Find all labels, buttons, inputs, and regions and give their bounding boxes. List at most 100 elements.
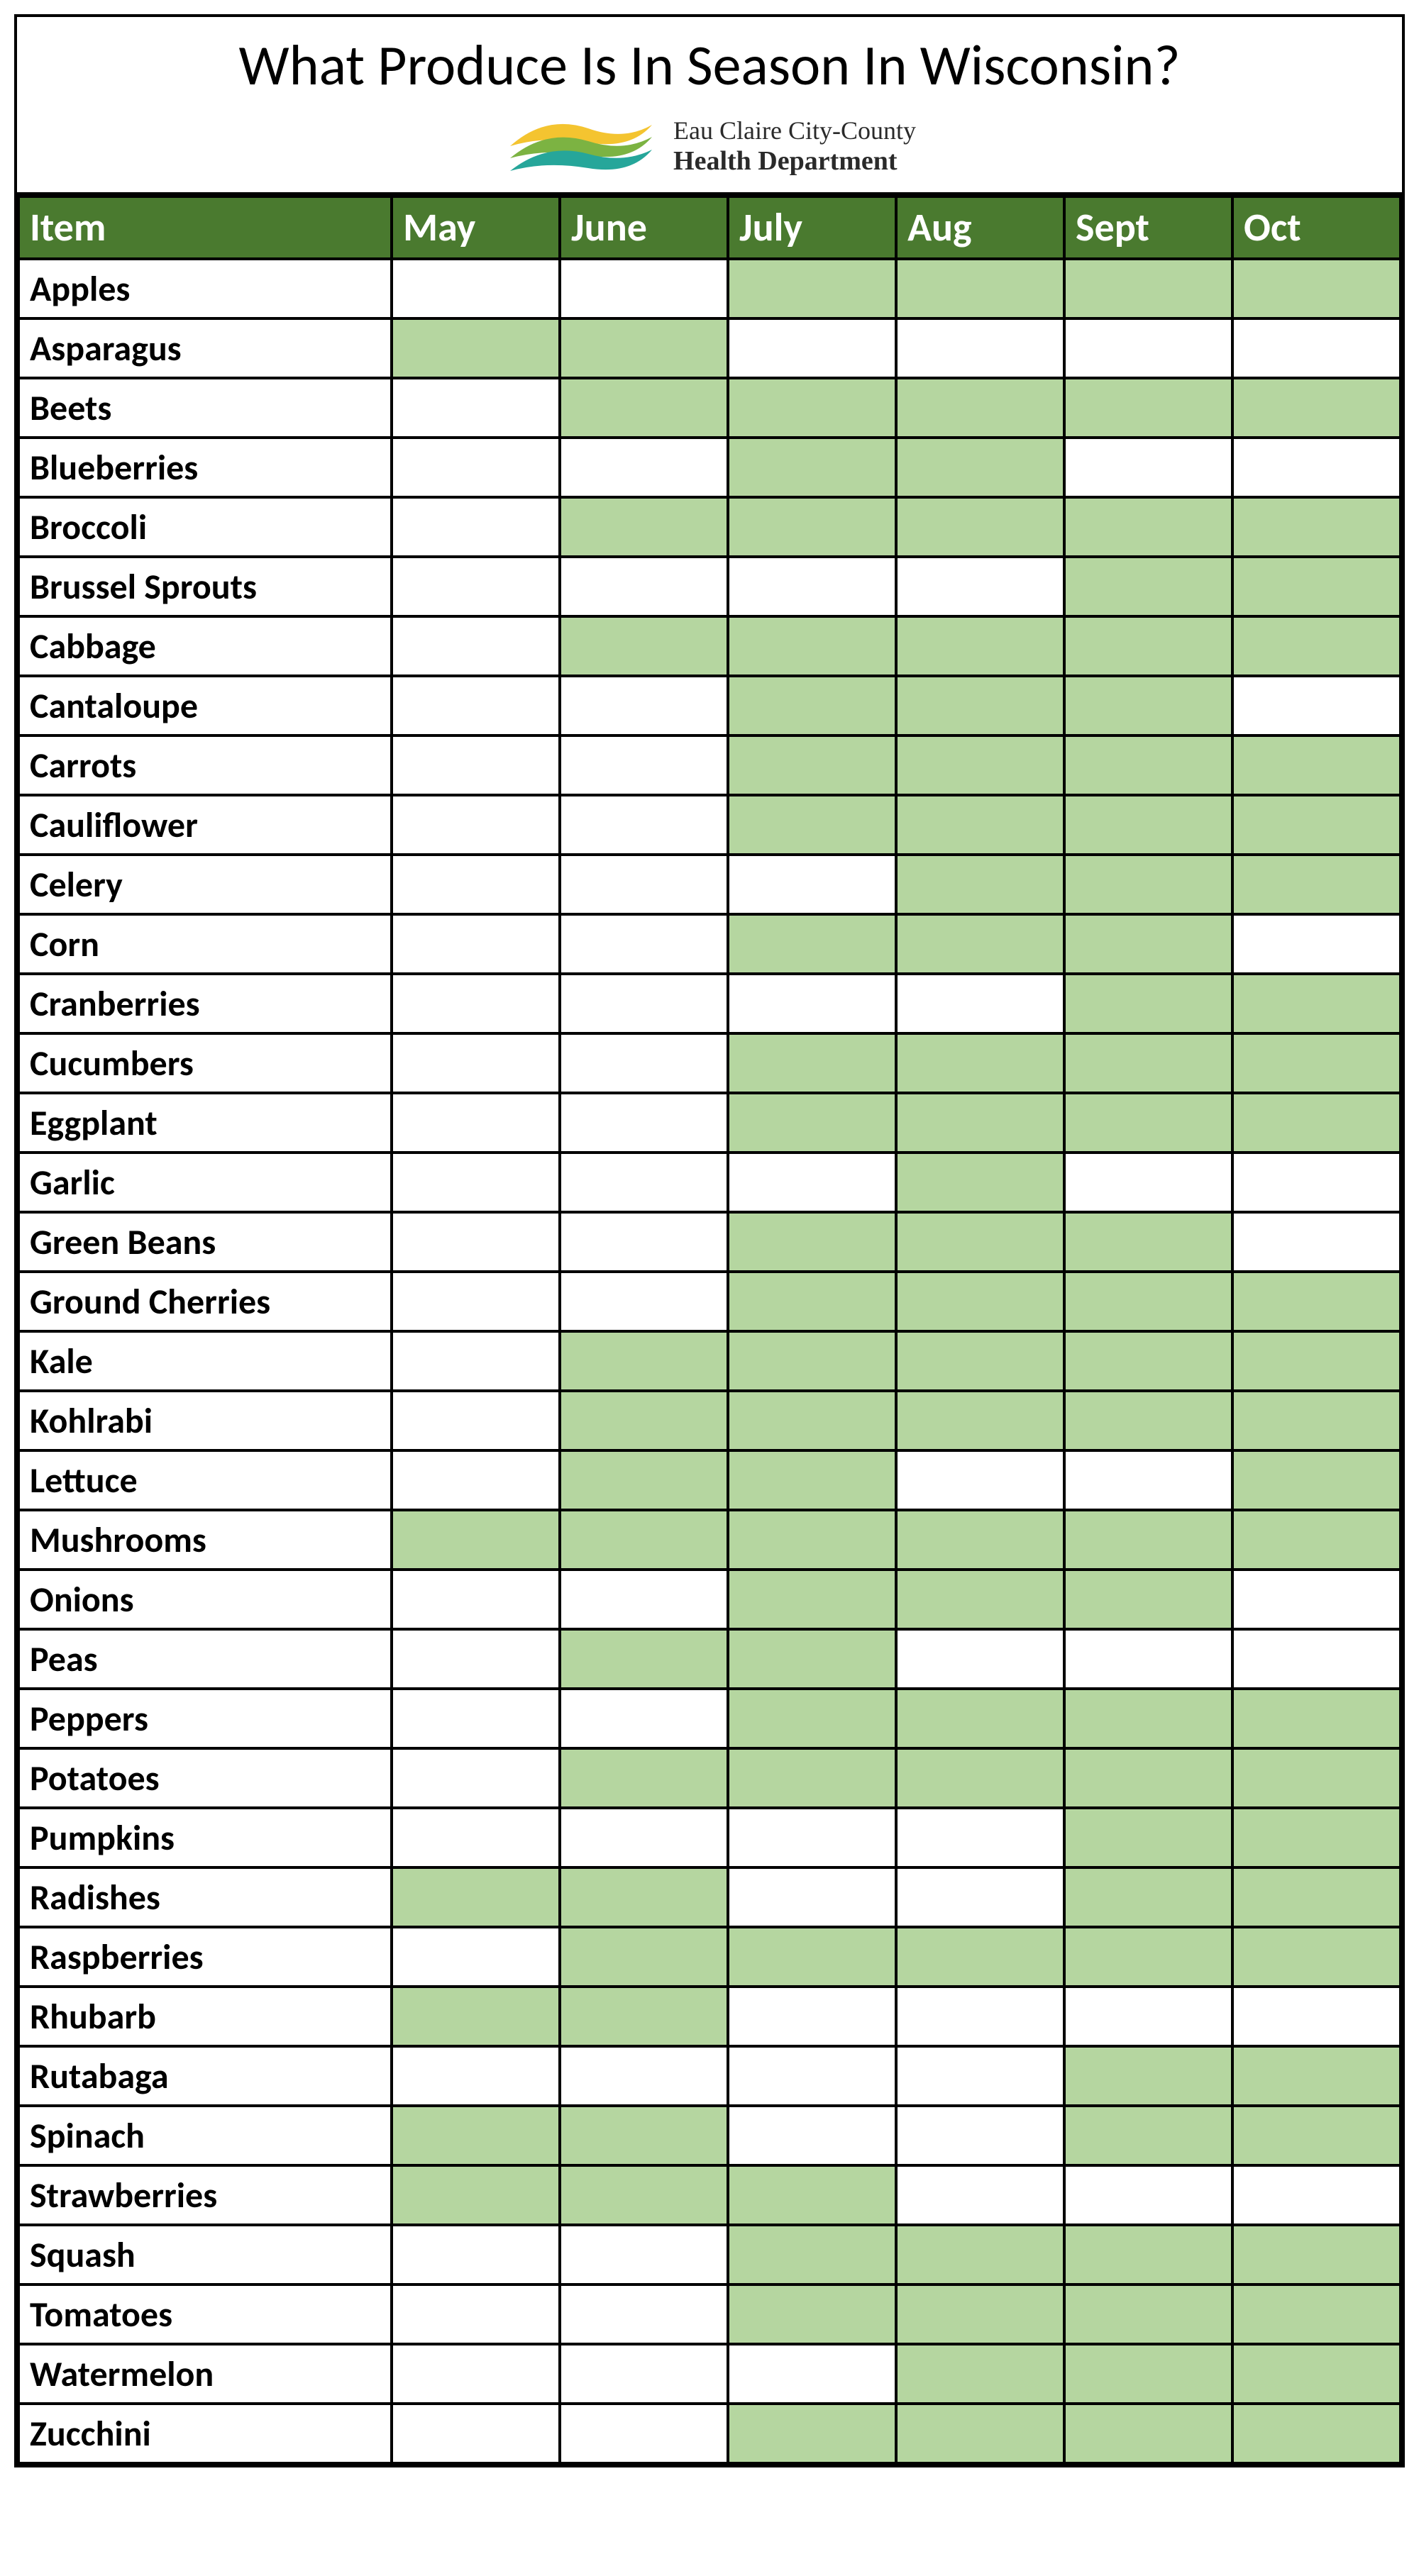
month-cell [1064, 1570, 1232, 1629]
table-header: ItemMayJuneJulyAugSeptOct [18, 196, 1401, 259]
month-cell [896, 1033, 1064, 1093]
month-cell [728, 1033, 896, 1093]
month-cell [728, 1748, 896, 1808]
month-cell [392, 914, 560, 974]
month-cell [896, 1867, 1064, 1927]
month-cell [392, 2344, 560, 2404]
month-cell [896, 1212, 1064, 1272]
table-body: ApplesAsparagusBeetsBlueberriesBroccoliB… [18, 259, 1401, 2463]
month-cell [896, 2404, 1064, 2463]
month-cell [392, 438, 560, 497]
item-cell: Peppers [18, 1689, 392, 1748]
month-cell [896, 1510, 1064, 1570]
month-cell [1064, 2284, 1232, 2344]
item-cell: Zucchini [18, 2404, 392, 2463]
month-cell [560, 2046, 728, 2106]
page-container: What Produce Is In Season In Wisconsin? … [14, 14, 1405, 2467]
col-header-may: May [392, 196, 560, 259]
month-cell [896, 1927, 1064, 1987]
item-cell: Watermelon [18, 2344, 392, 2404]
table-row: Eggplant [18, 1093, 1401, 1153]
month-cell [1232, 1808, 1401, 1867]
month-cell [728, 616, 896, 676]
month-cell [728, 735, 896, 795]
title-section: What Produce Is In Season In Wisconsin? … [17, 17, 1402, 195]
month-cell [728, 1510, 896, 1570]
month-cell [560, 914, 728, 974]
col-header-oct: Oct [1232, 196, 1401, 259]
month-cell [1232, 2284, 1401, 2344]
item-cell: Kohlrabi [18, 1391, 392, 1450]
month-cell [392, 974, 560, 1033]
month-cell [560, 1093, 728, 1153]
month-cell [1232, 2225, 1401, 2284]
month-cell [1232, 795, 1401, 855]
table-row: Raspberries [18, 1927, 1401, 1987]
month-cell [1232, 1629, 1401, 1689]
table-row: Rutabaga [18, 2046, 1401, 2106]
month-cell [728, 378, 896, 438]
month-cell [896, 1272, 1064, 1331]
table-row: Apples [18, 259, 1401, 318]
month-cell [1232, 1093, 1401, 1153]
month-cell [1064, 1033, 1232, 1093]
item-cell: Cranberries [18, 974, 392, 1033]
month-cell [1232, 1331, 1401, 1391]
month-cell [1232, 2046, 1401, 2106]
month-cell [1064, 1391, 1232, 1450]
item-cell: Beets [18, 378, 392, 438]
month-cell [728, 2225, 896, 2284]
month-cell [560, 1450, 728, 1510]
month-cell [1064, 318, 1232, 378]
month-cell [1232, 378, 1401, 438]
month-cell [560, 1927, 728, 1987]
month-cell [1064, 1093, 1232, 1153]
month-cell [1064, 1510, 1232, 1570]
month-cell [560, 1689, 728, 1748]
month-cell [560, 2404, 728, 2463]
month-cell [896, 2225, 1064, 2284]
table-row: Strawberries [18, 2165, 1401, 2225]
month-cell [1064, 1450, 1232, 1510]
month-cell [896, 2106, 1064, 2165]
table-row: Rhubarb [18, 1987, 1401, 2046]
month-cell [560, 1629, 728, 1689]
month-cell [560, 318, 728, 378]
month-cell [1064, 1153, 1232, 1212]
item-cell: Peas [18, 1629, 392, 1689]
month-cell [728, 1391, 896, 1450]
month-cell [896, 2284, 1064, 2344]
month-cell [1232, 1153, 1401, 1212]
month-cell [728, 1927, 896, 1987]
item-cell: Asparagus [18, 318, 392, 378]
logo-text: Eau Claire City-County Health Department [673, 116, 916, 177]
month-cell [560, 1153, 728, 1212]
month-cell [896, 974, 1064, 1033]
month-cell [392, 676, 560, 735]
month-cell [560, 676, 728, 735]
month-cell [560, 259, 728, 318]
month-cell [392, 795, 560, 855]
month-cell [896, 735, 1064, 795]
col-header-sept: Sept [1064, 196, 1232, 259]
month-cell [392, 1510, 560, 1570]
month-cell [392, 1331, 560, 1391]
month-cell [392, 1748, 560, 1808]
month-cell [1232, 1987, 1401, 2046]
month-cell [1232, 318, 1401, 378]
month-cell [1232, 2404, 1401, 2463]
month-cell [896, 1331, 1064, 1391]
month-cell [392, 2165, 560, 2225]
table-row: Onions [18, 1570, 1401, 1629]
month-cell [896, 1629, 1064, 1689]
month-cell [1232, 1450, 1401, 1510]
month-cell [728, 974, 896, 1033]
month-cell [1064, 1748, 1232, 1808]
month-cell [392, 1808, 560, 1867]
item-cell: Cucumbers [18, 1033, 392, 1093]
month-cell [1232, 735, 1401, 795]
item-cell: Eggplant [18, 1093, 392, 1153]
col-header-june: June [560, 196, 728, 259]
item-cell: Radishes [18, 1867, 392, 1927]
item-cell: Cabbage [18, 616, 392, 676]
